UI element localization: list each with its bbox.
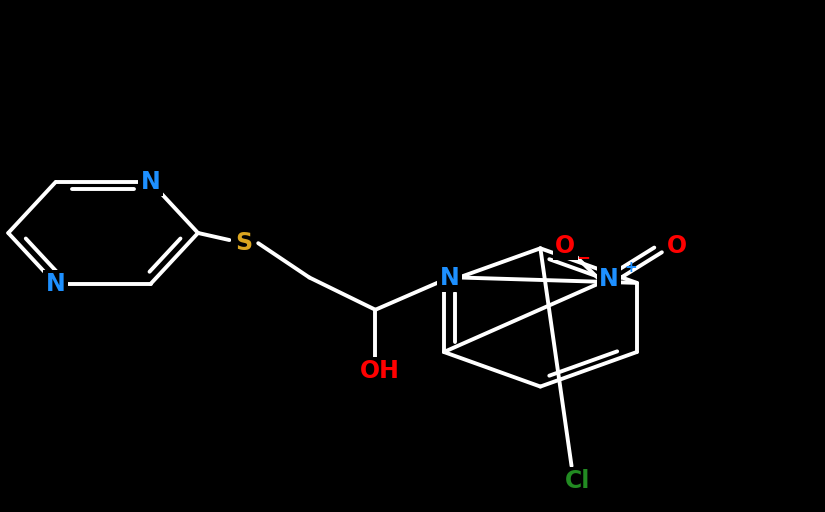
- Text: +: +: [625, 260, 638, 275]
- Text: Cl: Cl: [565, 470, 590, 493]
- Text: O: O: [555, 234, 575, 258]
- Text: O: O: [667, 234, 686, 258]
- Text: OH: OH: [360, 359, 399, 383]
- Text: N: N: [440, 266, 460, 289]
- Text: −: −: [577, 248, 590, 266]
- Text: N: N: [599, 267, 619, 291]
- Text: N: N: [141, 170, 160, 194]
- Text: S: S: [235, 231, 252, 255]
- Text: N: N: [46, 272, 65, 296]
